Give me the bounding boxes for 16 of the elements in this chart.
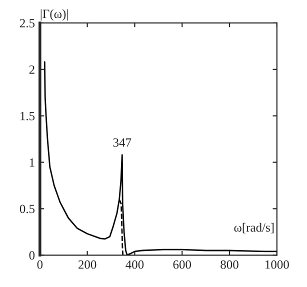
- x-tick-label: 800: [220, 260, 238, 269]
- x-tick-label: 200: [78, 260, 96, 269]
- y-tick-label: 1.5: [20, 112, 35, 120]
- x-tick-label: 0: [37, 260, 43, 269]
- y-tick-label: 0: [29, 251, 35, 260]
- line-series: [44, 61, 277, 256]
- x-tick-label: 1000: [266, 260, 289, 269]
- annotation: 347: [113, 138, 132, 147]
- y-tick-label: 2: [29, 65, 34, 74]
- x-tick-label: 600: [173, 260, 192, 269]
- y-tick-label: 1: [30, 158, 34, 167]
- x-tick-label: 400: [126, 260, 144, 269]
- y-tick-label: 0.5: [20, 204, 35, 214]
- x-axis-title: ω[rad/s]: [234, 222, 274, 234]
- y-axis-title: |Γ(ω)|: [40, 9, 68, 21]
- y-tick-label: 2.5: [20, 19, 35, 28]
